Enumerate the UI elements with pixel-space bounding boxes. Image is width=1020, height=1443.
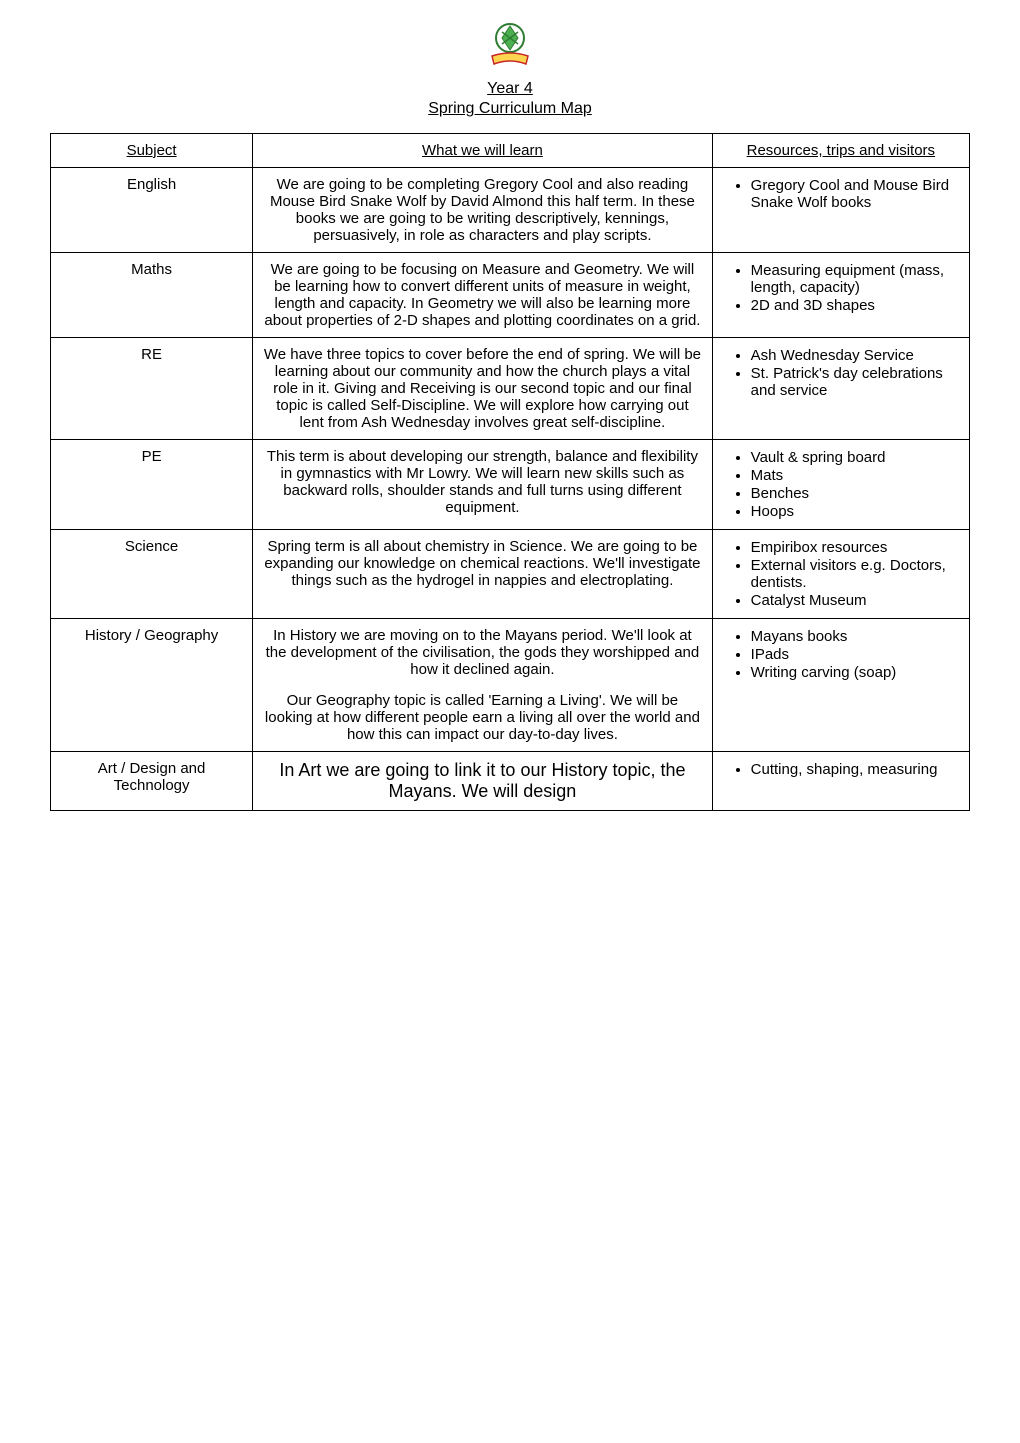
list-item: Vault & spring board <box>751 449 959 466</box>
table-row: History / GeographyIn History we are mov… <box>51 619 970 752</box>
list-item: Mayans books <box>751 628 959 645</box>
col-header-resources: Resources, trips and visitors <box>712 134 969 168</box>
page-header: Year 4 Spring Curriculum Map <box>50 20 970 118</box>
cell-subject: Maths <box>51 253 253 338</box>
list-item: IPads <box>751 646 959 663</box>
cell-resources: Measuring equipment (mass, length, capac… <box>712 253 969 338</box>
curriculum-table: Subject What we will learn Resources, tr… <box>50 133 970 811</box>
page-title-subtitle: Spring Curriculum Map <box>50 100 970 118</box>
table-row: ScienceSpring term is all about chemistr… <box>51 530 970 619</box>
table-row: REWe have three topics to cover before t… <box>51 338 970 440</box>
cell-learn: We are going to be focusing on Measure a… <box>253 253 713 338</box>
cell-learn: Spring term is all about chemistry in Sc… <box>253 530 713 619</box>
list-item: Benches <box>751 485 959 502</box>
list-item: Mats <box>751 467 959 484</box>
resources-list: Mayans booksIPadsWriting carving (soap) <box>723 628 959 681</box>
cell-learn: In History we are moving on to the Mayan… <box>253 619 713 752</box>
resources-list: Cutting, shaping, measuring <box>723 761 959 778</box>
cell-resources: Vault & spring boardMatsBenchesHoops <box>712 440 969 530</box>
cell-subject: English <box>51 168 253 253</box>
list-item: 2D and 3D shapes <box>751 297 959 314</box>
table-header-row: Subject What we will learn Resources, tr… <box>51 134 970 168</box>
table-row: MathsWe are going to be focusing on Meas… <box>51 253 970 338</box>
list-item: Empiribox resources <box>751 539 959 556</box>
cell-subject: RE <box>51 338 253 440</box>
cell-subject: Science <box>51 530 253 619</box>
col-header-subject: Subject <box>51 134 253 168</box>
cell-resources: Ash Wednesday ServiceSt. Patrick's day c… <box>712 338 969 440</box>
cell-learn: This term is about developing our streng… <box>253 440 713 530</box>
cell-resources: Empiribox resourcesExternal visitors e.g… <box>712 530 969 619</box>
cell-resources: Cutting, shaping, measuring <box>712 752 969 811</box>
list-item: Catalyst Museum <box>751 592 959 609</box>
list-item: Gregory Cool and Mouse Bird Snake Wolf b… <box>751 177 959 211</box>
cell-learn: In Art we are going to link it to our Hi… <box>253 752 713 811</box>
list-item: Measuring equipment (mass, length, capac… <box>751 262 959 296</box>
school-logo <box>50 20 970 75</box>
table-row: Art / Design and TechnologyIn Art we are… <box>51 752 970 811</box>
list-item: Cutting, shaping, measuring <box>751 761 959 778</box>
list-item: Ash Wednesday Service <box>751 347 959 364</box>
cell-learn: We are going to be completing Gregory Co… <box>253 168 713 253</box>
resources-list: Gregory Cool and Mouse Bird Snake Wolf b… <box>723 177 959 211</box>
resources-list: Measuring equipment (mass, length, capac… <box>723 262 959 314</box>
cell-subject: Art / Design and Technology <box>51 752 253 811</box>
list-item: St. Patrick's day celebrations and servi… <box>751 365 959 399</box>
list-item: External visitors e.g. Doctors, dentists… <box>751 557 959 591</box>
resources-list: Empiribox resourcesExternal visitors e.g… <box>723 539 959 609</box>
page-title-year: Year 4 <box>50 80 970 98</box>
cell-resources: Mayans booksIPadsWriting carving (soap) <box>712 619 969 752</box>
resources-list: Vault & spring boardMatsBenchesHoops <box>723 449 959 520</box>
col-header-learn: What we will learn <box>253 134 713 168</box>
table-row: PEThis term is about developing our stre… <box>51 440 970 530</box>
table-row: EnglishWe are going to be completing Gre… <box>51 168 970 253</box>
list-item: Hoops <box>751 503 959 520</box>
cell-subject: History / Geography <box>51 619 253 752</box>
cell-subject: PE <box>51 440 253 530</box>
cell-resources: Gregory Cool and Mouse Bird Snake Wolf b… <box>712 168 969 253</box>
cell-learn: We have three topics to cover before the… <box>253 338 713 440</box>
resources-list: Ash Wednesday ServiceSt. Patrick's day c… <box>723 347 959 399</box>
list-item: Writing carving (soap) <box>751 664 959 681</box>
